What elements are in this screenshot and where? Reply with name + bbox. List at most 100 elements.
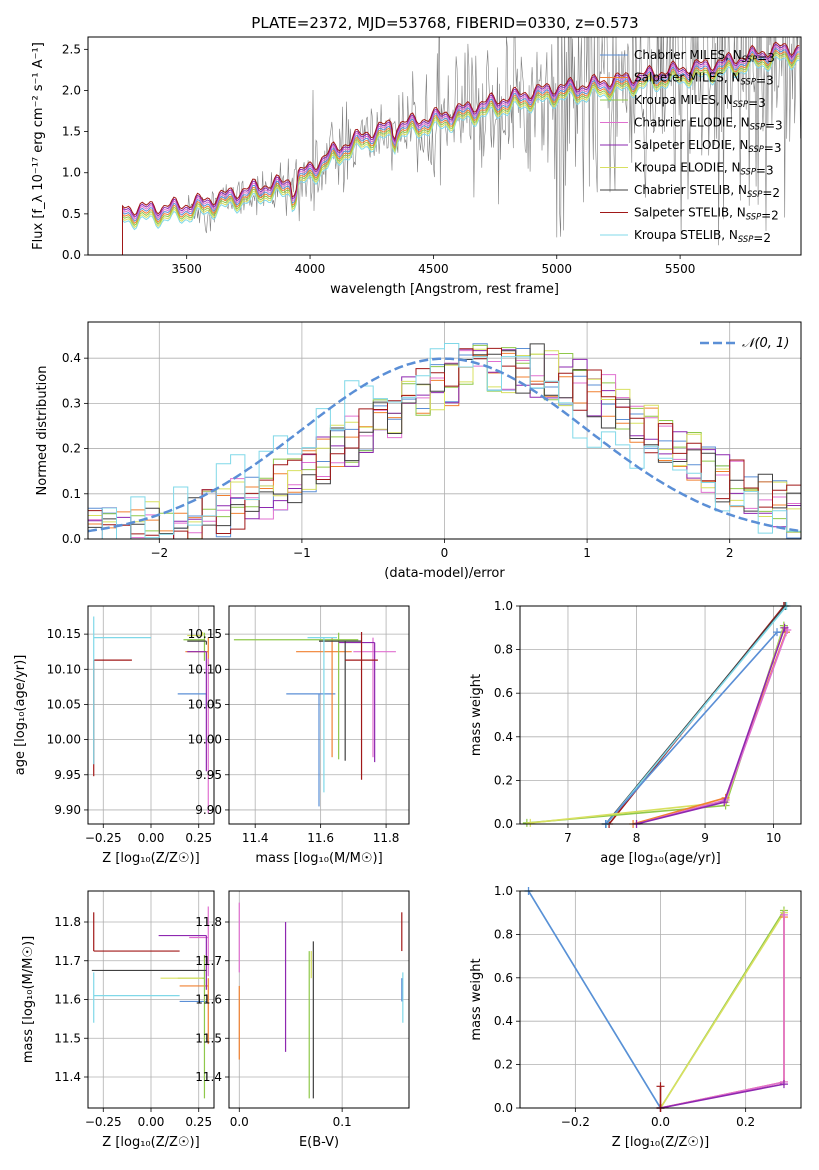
age_vs_mass-ytick-label: 10.00 xyxy=(188,733,222,747)
spectrum-legend-label: Chabrier ELODIE, NSSP=3 xyxy=(634,116,783,133)
spectrum-ytick-label: 0.5 xyxy=(62,207,81,221)
spectrum-xtick-label: 4500 xyxy=(418,262,449,276)
residual_histogram-xtick-label: −2 xyxy=(150,546,168,560)
spectrum-model-chabrier_elodie xyxy=(122,45,800,255)
weight_vs_Z-marker-salpeter_stelib xyxy=(656,1082,665,1091)
mass_vs_Z-ytick-label: 11.5 xyxy=(54,1031,81,1045)
mass_vs_ebv-panel: 0.0 0.1 11.4 11.5 11.6 11.7 11.8 E(B-V) xyxy=(195,890,410,1150)
residual_histogram-xtick-label: 1 xyxy=(583,546,591,560)
weight_vs_age-line-salpeter_miles xyxy=(632,631,787,824)
spectrum-xtick-label: 4000 xyxy=(295,262,326,276)
spectrum-frame xyxy=(87,36,802,256)
mass_vs_Z-ytick-label: 11.8 xyxy=(54,915,81,929)
normal-curve xyxy=(88,357,799,533)
weight_vs_age-marker-chabrier_miles xyxy=(773,628,782,637)
residual_histogram-xtick-label: −1 xyxy=(293,546,311,560)
weight_vs_age-xtick-label: 7 xyxy=(564,831,572,845)
spectrum-ytick-label: 0.0 xyxy=(62,248,81,262)
weight_vs_Z-panel: −0.2 0.0 0.2 0.0 0.2 0.4 0.6 0.8 1.0 Z [log₁₀(Z/Z… xyxy=(469,884,802,1150)
spectrum-xtick-label: 3500 xyxy=(171,262,202,276)
weight_vs_Z-xtick-label: −0.2 xyxy=(561,1115,590,1129)
weight_vs_age-xtick-label: 9 xyxy=(701,831,709,845)
age_vs_mass-xtick-label: 11.6 xyxy=(307,831,334,845)
spectrum-xtick-label: 5000 xyxy=(541,262,572,276)
mass_vs_ebv-ytick-label: 11.8 xyxy=(195,915,222,929)
weight_vs_Z-ytick-label: 0.2 xyxy=(494,1058,513,1072)
spectrum-legend-label: Salpeter STELIB, NSSP=2 xyxy=(634,206,779,223)
weight_vs_age-line-salpeter_elodie xyxy=(636,627,786,824)
weight_vs_age-ytick-label: 0.6 xyxy=(494,686,513,700)
spectrum-model-salpeter_miles xyxy=(122,49,800,255)
mass_vs_ebv-ytick-label: 11.7 xyxy=(195,954,222,968)
age_vs_Z-xtick-label: −0.25 xyxy=(85,831,122,845)
weight_vs_age-ylabel: mass weight xyxy=(469,674,484,756)
histogram-legend-label: 𝒩(0, 1) xyxy=(742,336,789,351)
weight_vs_Z-ytick-label: 1.0 xyxy=(494,884,513,898)
age_vs_Z-xlabel: Z [log₁₀(Z/Z☉)] xyxy=(102,851,199,866)
spectrum-ytick-label: 1.5 xyxy=(62,125,81,139)
weight_vs_age-frame xyxy=(519,605,802,825)
residual_histogram-frame xyxy=(87,321,802,540)
residual_histogram-panel: −2 −1 0 1 2 0.0 0.1 0.2 0.3 0.4 (data-model)/error… xyxy=(35,321,802,581)
spectrum-model-kroupa_stelib xyxy=(122,55,800,255)
weight_vs_age-ytick-label: 1.0 xyxy=(494,599,513,613)
spectrum-model-kroupa_elodie xyxy=(122,53,800,255)
age_vs_Z-ytick-label: 10.10 xyxy=(47,662,81,676)
weight_vs_Z-marker-chabrier_elodie xyxy=(779,910,788,919)
weight_vs_age-xlabel: age [log₁₀(age/yr)] xyxy=(600,851,721,866)
mass_vs_Z-xlabel: Z [log₁₀(Z/Z☉)] xyxy=(102,1135,199,1150)
weight_vs_age-panel: 7 8 9 10 0.0 0.2 0.4 0.6 0.8 1.0 age [log₁₀(age/yr… xyxy=(469,599,802,866)
mass_vs_Z-xtick-label: −0.25 xyxy=(85,1115,122,1129)
weight_vs_age-xtick-label: 10 xyxy=(766,831,781,845)
spectrum-legend-label: Salpeter ELODIE, NSSP=3 xyxy=(634,138,782,155)
spectrum-legend-label: Kroupa STELIB, NSSP=2 xyxy=(634,228,771,245)
histogram-step-kroupa_stelib xyxy=(88,343,801,539)
age_vs_mass-panel: 11.4 11.6 11.8 9.90 9.95 10.00 10.05 10.10 10.15… xyxy=(188,605,410,866)
spectrum-xtick-label: 5500 xyxy=(665,262,696,276)
mass_vs_ebv-frame xyxy=(228,890,410,1109)
weight_vs_age-xtick-label: 8 xyxy=(633,831,641,845)
age_vs_Z-ytick-label: 9.95 xyxy=(54,768,81,782)
mass_vs_ebv-xtick-label: 0.0 xyxy=(230,1115,249,1129)
spectrum-model-chabrier_miles xyxy=(122,47,800,255)
weight_vs_Z-xlabel: Z [log₁₀(Z/Z☉)] xyxy=(612,1135,709,1150)
weight_vs_Z-line-chabrier_miles xyxy=(527,891,662,1108)
weight_vs_Z-marker-salpeter_elodie xyxy=(779,1080,788,1089)
spectrum-ytick-label: 1.0 xyxy=(62,166,81,180)
residual_histogram-ytick-label: 0.2 xyxy=(62,442,81,456)
mass_vs_Z-ylabel: mass [log₁₀(M/M☉)] xyxy=(21,936,36,1063)
age_vs_mass-ytick-label: 10.15 xyxy=(188,627,222,641)
weight_vs_age-marker-salpeter_elodie xyxy=(720,798,729,807)
weight_vs_age-line-chabrier_elodie xyxy=(636,629,789,824)
age_vs_mass-ytick-label: 10.05 xyxy=(188,697,222,711)
weight_vs_age-ytick-label: 0.4 xyxy=(494,730,513,744)
weight_vs_age-ytick-label: 0.0 xyxy=(494,817,513,831)
mass_vs_ebv-ytick-label: 11.5 xyxy=(195,1031,222,1045)
age_vs_Z-ytick-label: 9.90 xyxy=(54,803,81,817)
mass_vs_ebv-xlabel: E(B-V) xyxy=(299,1135,339,1150)
weight_vs_Z-ytick-label: 0.0 xyxy=(494,1101,513,1115)
spectrum-model-salpeter_elodie xyxy=(122,43,800,255)
mass_vs_Z-ytick-label: 11.6 xyxy=(54,993,81,1007)
spectrum-legend-label: Kroupa ELODIE, NSSP=3 xyxy=(634,161,774,178)
age_vs_Z-ylabel: age [log₁₀(age/yr)] xyxy=(13,655,28,776)
residual_histogram-ytick-label: 0.0 xyxy=(62,532,81,546)
histogram-step-salpeter_stelib xyxy=(88,347,801,539)
residual_histogram-xlabel: (data-model)/error xyxy=(384,566,505,581)
age_vs_mass-frame xyxy=(228,605,410,825)
spectrum-legend-label: Chabrier STELIB, NSSP=2 xyxy=(634,183,780,200)
residual_histogram-ytick-label: 0.1 xyxy=(62,487,81,501)
mass_vs_Z-panel: −0.25 0.00 0.25 11.4 11.5 11.6 11.7 11.8 Z [log₁… xyxy=(21,890,215,1150)
spectrum-panel: 3500 4000 4500 5000 5500 0.0 0.5 1.0 1.5 2.0 2.5 wa… xyxy=(31,36,802,297)
mass_vs_Z-xtick-label: 0.00 xyxy=(138,1115,165,1129)
residual_histogram-ytick-label: 0.3 xyxy=(62,396,81,410)
weight_vs_Z-frame xyxy=(519,890,802,1109)
age_vs_Z-frame xyxy=(87,605,215,825)
residual_histogram-ylabel: Normed distribution xyxy=(35,366,50,496)
mass_vs_ebv-ytick-label: 11.4 xyxy=(195,1070,222,1084)
age_vs_Z-ytick-label: 10.05 xyxy=(47,697,81,711)
weight_vs_Z-line-kroupa_elodie xyxy=(659,912,785,1108)
spectrum-model-kroupa_miles xyxy=(122,51,800,255)
mass_vs_ebv-xtick-label: 0.1 xyxy=(333,1115,352,1129)
